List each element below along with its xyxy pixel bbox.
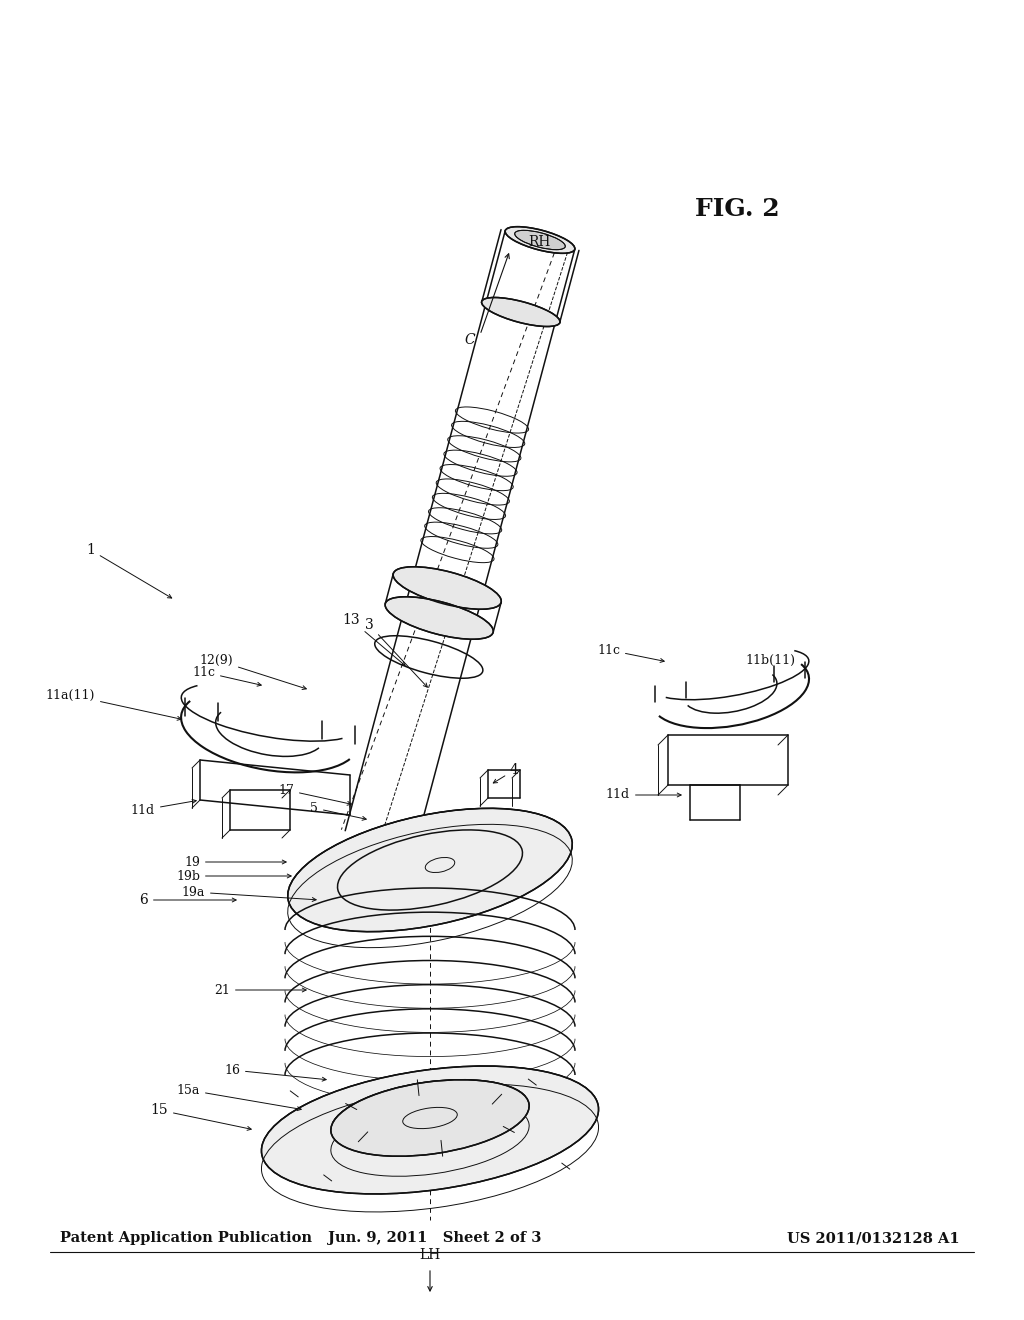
Text: LH: LH <box>420 1247 440 1262</box>
Text: 16: 16 <box>224 1064 327 1081</box>
Text: 11c: 11c <box>597 644 665 663</box>
Text: 17: 17 <box>279 784 351 805</box>
Ellipse shape <box>261 1067 599 1195</box>
Text: 11a(11): 11a(11) <box>46 689 181 721</box>
Text: Patent Application Publication: Patent Application Publication <box>60 1232 312 1245</box>
Text: 13: 13 <box>342 612 406 665</box>
Text: US 2011/0132128 A1: US 2011/0132128 A1 <box>787 1232 961 1245</box>
Text: FIG. 2: FIG. 2 <box>695 197 779 220</box>
Text: 5: 5 <box>310 801 367 820</box>
Text: RH: RH <box>528 235 550 249</box>
Ellipse shape <box>288 808 572 932</box>
Text: 19: 19 <box>184 855 286 869</box>
Text: 19b: 19b <box>176 870 291 883</box>
Ellipse shape <box>505 227 574 253</box>
Ellipse shape <box>331 1080 529 1156</box>
Text: 6: 6 <box>139 894 237 907</box>
Text: 15a: 15a <box>176 1084 301 1110</box>
Text: 19a: 19a <box>181 886 316 902</box>
Text: 21: 21 <box>214 983 306 997</box>
Ellipse shape <box>385 597 494 639</box>
Text: 1: 1 <box>86 543 172 598</box>
Text: 3: 3 <box>365 618 427 688</box>
Ellipse shape <box>393 566 502 610</box>
Text: 12(9): 12(9) <box>200 653 306 689</box>
Text: 15: 15 <box>151 1104 251 1130</box>
Text: 11c: 11c <box>193 665 261 686</box>
Ellipse shape <box>481 297 560 326</box>
Text: 4: 4 <box>494 763 519 783</box>
Text: 11d: 11d <box>131 800 197 817</box>
Text: Jun. 9, 2011   Sheet 2 of 3: Jun. 9, 2011 Sheet 2 of 3 <box>329 1232 542 1245</box>
Text: C: C <box>465 333 475 347</box>
Text: 11b(11): 11b(11) <box>745 653 795 667</box>
Ellipse shape <box>515 230 565 249</box>
Text: 11d: 11d <box>606 788 681 801</box>
